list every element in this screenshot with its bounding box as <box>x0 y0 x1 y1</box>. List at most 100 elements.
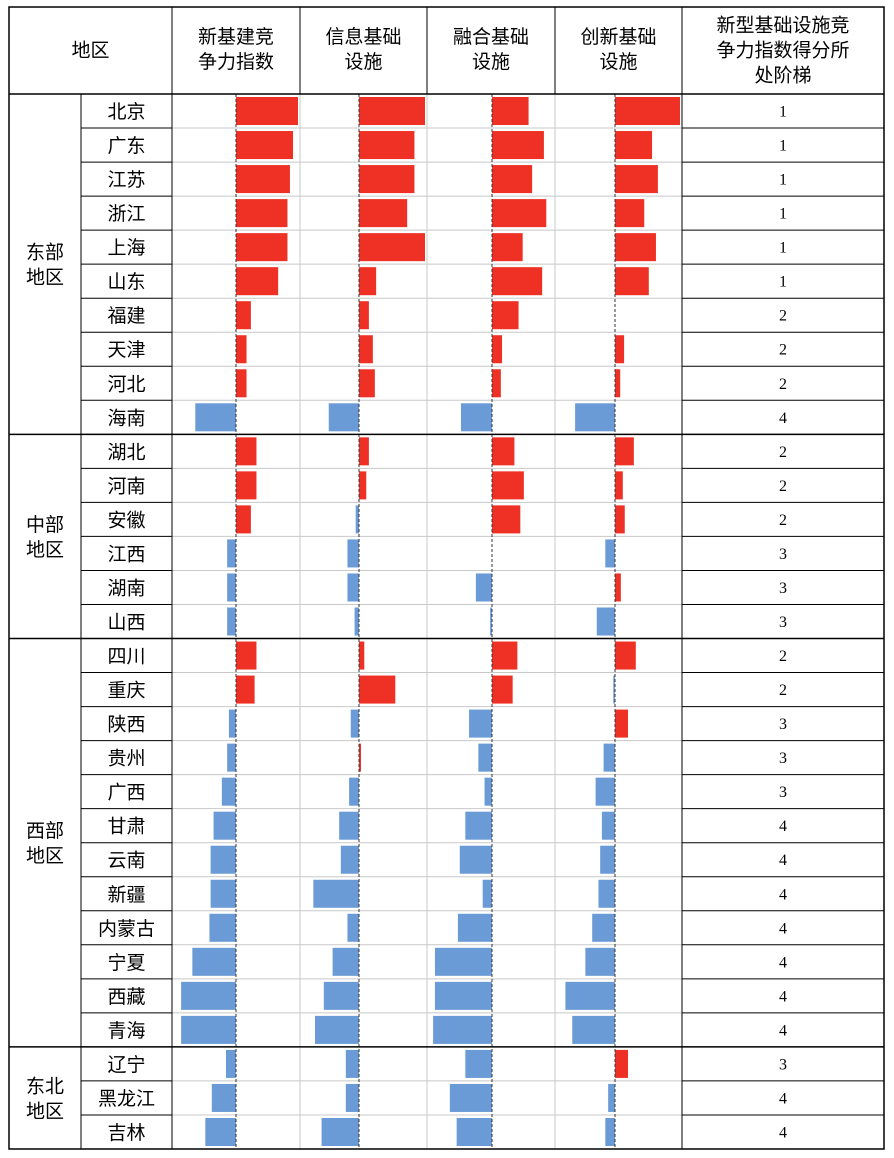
tier-value: 1 <box>779 104 787 121</box>
region-group-2-line-1: 中部 <box>26 514 64 536</box>
bar-内蒙古-2 <box>347 913 359 942</box>
bar-重庆-1 <box>236 675 255 704</box>
province-label: 安徽 <box>107 509 145 531</box>
bar-福建-3 <box>492 301 519 330</box>
bar-西藏-4 <box>565 981 615 1010</box>
bar-湖北-2 <box>359 437 369 466</box>
header-tier-line-1: 新型基础设施竞 <box>716 15 849 37</box>
province-label: 吉林 <box>107 1122 145 1144</box>
bar-宁夏-2 <box>332 947 359 976</box>
province-label: 上海 <box>107 237 145 259</box>
tier-value: 2 <box>779 648 787 665</box>
bar-湖南-3 <box>475 573 492 602</box>
bar-上海-2 <box>359 233 425 262</box>
bar-河南-3 <box>492 471 524 500</box>
bar-广东-4 <box>615 131 653 160</box>
bar-内蒙古-4 <box>592 913 615 942</box>
province-label: 江西 <box>107 543 145 565</box>
bar-西藏-3 <box>434 981 492 1010</box>
bar-甘肃-3 <box>465 811 492 840</box>
bar-安徽-4 <box>615 505 625 534</box>
tier-value: 4 <box>779 818 787 835</box>
bar-广西-1 <box>221 777 236 806</box>
bar-安徽-2 <box>355 505 359 534</box>
header-metric-4-line-2: 设施 <box>599 51 637 73</box>
bar-浙江-4 <box>615 199 645 228</box>
bar-江西-2 <box>347 539 359 568</box>
region-group-1-line-1: 东部 <box>26 242 64 264</box>
bar-宁夏-3 <box>434 947 492 976</box>
bar-上海-1 <box>236 233 288 262</box>
bar-天津-4 <box>615 335 625 364</box>
tier-value: 2 <box>779 342 787 359</box>
province-label: 黑龙江 <box>98 1088 155 1110</box>
bar-江苏-2 <box>359 165 415 194</box>
tier-value: 3 <box>779 1056 787 1073</box>
bar-黑龙江-4 <box>608 1083 615 1112</box>
province-label: 甘肃 <box>107 816 145 838</box>
region-group-4-line-1: 东北 <box>26 1075 64 1097</box>
bar-内蒙古-3 <box>457 913 492 942</box>
bar-四川-1 <box>236 641 257 670</box>
bar-广西-3 <box>484 777 492 806</box>
bar-江西-4 <box>605 539 615 568</box>
bar-贵州-4 <box>603 743 615 772</box>
bar-浙江-1 <box>236 199 288 228</box>
province-label: 河北 <box>107 373 145 395</box>
tier-value: 4 <box>779 1090 787 1107</box>
tier-value: 1 <box>779 274 787 291</box>
bar-贵州-1 <box>227 743 236 772</box>
bar-重庆-4 <box>613 675 615 704</box>
tier-value: 2 <box>779 444 787 461</box>
bar-辽宁-3 <box>465 1049 492 1078</box>
bar-湖南-1 <box>227 573 236 602</box>
bar-福建-2 <box>359 301 369 330</box>
bar-河北-1 <box>236 369 247 398</box>
bar-广东-2 <box>359 131 415 160</box>
bar-海南-4 <box>575 403 615 432</box>
province-label: 新疆 <box>107 884 145 906</box>
header-metric-2-line-2: 设施 <box>344 51 382 73</box>
bar-浙江-2 <box>359 199 408 228</box>
tier-value: 1 <box>779 172 787 189</box>
province-label: 北京 <box>107 101 145 123</box>
bar-湖北-4 <box>615 437 634 466</box>
province-label: 贵州 <box>107 748 145 770</box>
header-metric-3-line-2: 设施 <box>472 51 510 73</box>
bar-四川-2 <box>359 641 365 670</box>
bar-天津-3 <box>492 335 503 364</box>
bar-甘肃-1 <box>213 811 236 840</box>
bar-山西-2 <box>354 607 359 636</box>
tier-value: 4 <box>779 886 787 903</box>
tier-value: 3 <box>779 716 787 733</box>
bar-陕西-4 <box>615 709 628 738</box>
tier-value: 3 <box>779 750 787 767</box>
bar-重庆-3 <box>492 675 513 704</box>
tier-value: 4 <box>779 988 787 1005</box>
table-frame <box>8 6 885 1150</box>
province-label: 云南 <box>107 850 145 872</box>
bar-山东-3 <box>492 267 543 296</box>
bar-河北-2 <box>359 369 375 398</box>
tier-value: 1 <box>779 138 787 155</box>
tier-value: 2 <box>779 682 787 699</box>
bar-安徽-3 <box>492 505 521 534</box>
province-label: 海南 <box>107 407 145 429</box>
region-group-3-line-2: 地区 <box>26 845 64 867</box>
bar-新疆-3 <box>482 879 492 908</box>
province-label: 福建 <box>107 305 145 327</box>
bar-江苏-1 <box>236 165 290 194</box>
bar-广西-2 <box>349 777 359 806</box>
province-label: 湖北 <box>107 441 145 463</box>
bar-湖南-4 <box>615 573 621 602</box>
bar-陕西-3 <box>469 709 492 738</box>
region-group-1-line-2: 地区 <box>26 267 64 289</box>
bar-重庆-2 <box>359 675 396 704</box>
bar-辽宁-4 <box>615 1049 628 1078</box>
province-label: 湖南 <box>107 577 145 599</box>
province-label: 四川 <box>107 646 145 668</box>
province-label: 天津 <box>107 339 145 361</box>
bar-海南-3 <box>461 403 492 432</box>
bar-云南-3 <box>459 845 492 874</box>
